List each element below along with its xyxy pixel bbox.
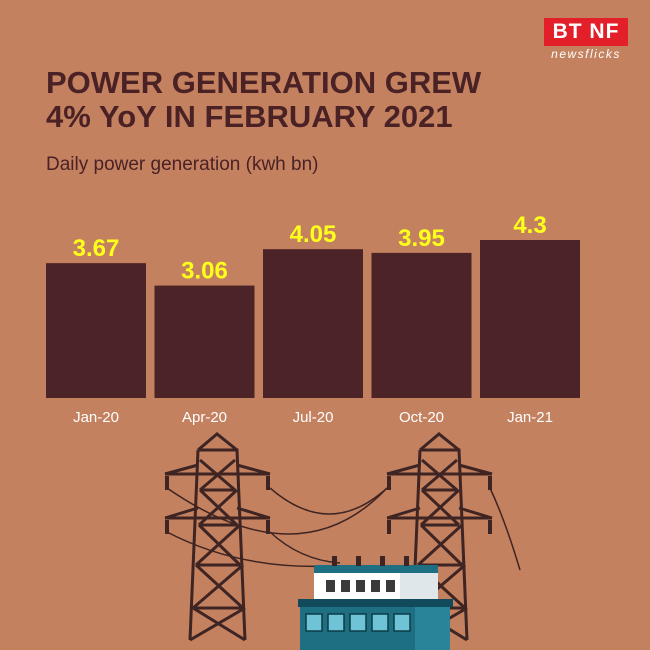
title-line-2: 4% YoY IN FEBRUARY 2021 [46, 99, 453, 134]
title-line-1: POWER GENERATION GREW [46, 65, 482, 100]
chart-subtitle: Daily power generation (kwh bn) [46, 154, 319, 175]
x-tick-label-Apr-20: Apr-20 [182, 409, 227, 426]
pylon-right-icon [386, 432, 493, 642]
power-line-wires [166, 487, 521, 571]
power-station-illustration [164, 432, 521, 650]
bar-Jan-21 [480, 240, 580, 398]
pylon-left-icon [164, 432, 271, 642]
x-tick-label-Jan-21: Jan-21 [507, 409, 553, 426]
bar-Jan-20 [46, 263, 146, 398]
bar-Oct-20 [371, 252, 472, 398]
x-tick-label-Oct-20: Oct-20 [399, 409, 444, 426]
insulators-left-icon [165, 476, 270, 534]
brand-logo[interactable]: BT NF newsflicks [544, 18, 628, 61]
x-tick-label-Jan-20: Jan-20 [73, 409, 119, 426]
value-label-Apr-20: 3.06 [181, 258, 228, 285]
insulators-right-icon [387, 476, 492, 534]
logo-bt-nf: BT NF [544, 18, 628, 46]
logo-newsflicks: newsflicks [551, 47, 621, 61]
value-label-Jan-21: 4.3 [513, 212, 546, 239]
substation-building-icon [298, 556, 453, 650]
x-tick-label-Jul-20: Jul-20 [293, 409, 334, 426]
bar-Jul-20 [263, 249, 363, 398]
value-label-Jan-20: 3.67 [73, 235, 120, 262]
page-title: POWER GENERATION GREW 4% YoY IN FEBRUARY… [46, 66, 566, 134]
bar-Apr-20 [154, 285, 255, 398]
bar-chart: 3.67 Jan-20 3.06 Apr-20 4.05 Jul-20 3.95 Oct-20… [46, 212, 580, 426]
value-label-Jul-20: 4.05 [290, 221, 337, 248]
value-label-Oct-20: 3.95 [398, 225, 445, 252]
